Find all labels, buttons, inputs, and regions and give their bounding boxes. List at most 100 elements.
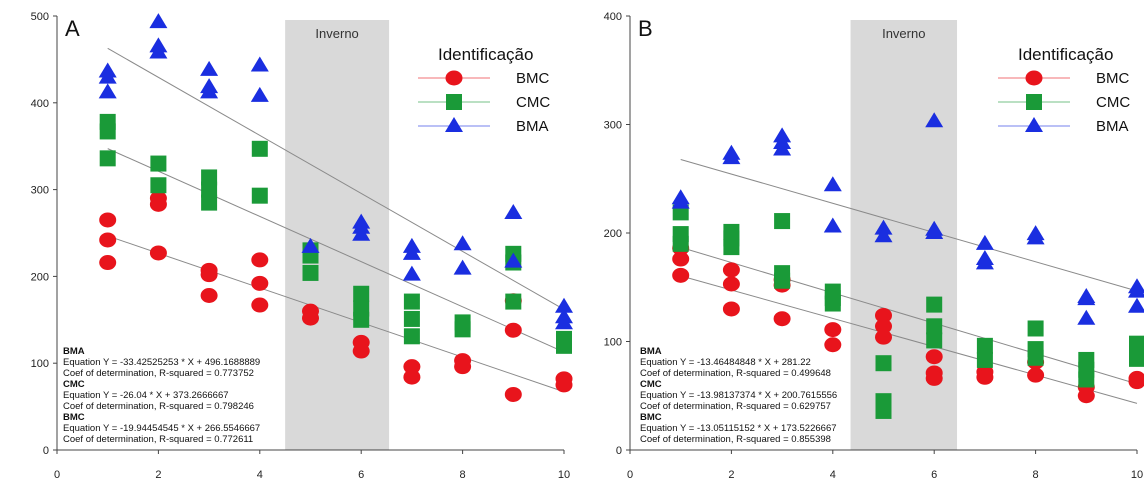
- cmc-point: [302, 264, 319, 281]
- bma-point: [402, 244, 421, 260]
- bmc-point: [722, 262, 740, 278]
- bma-point: [874, 219, 893, 235]
- fit-line-bmc: [107, 235, 565, 393]
- legend-label-bmc: BMC: [516, 70, 550, 87]
- bmc-point: [672, 251, 690, 267]
- cmc-point: [403, 310, 420, 327]
- bmc-point: [875, 329, 892, 345]
- panel-B: Inverno 0 100 200 300 400 0 2 4 6 8 10 B Identificaçã…: [604, 11, 1144, 481]
- bmc-point: [1077, 388, 1095, 404]
- cmc-point: [99, 123, 116, 140]
- regression-name: BMC: [640, 412, 662, 423]
- x-tick-label: 4: [257, 469, 263, 481]
- bma-point: [301, 237, 320, 253]
- season-label: Inverno: [315, 26, 358, 41]
- y-tick-label: 100: [31, 358, 49, 370]
- x-tick-label: 8: [1033, 469, 1039, 481]
- bmc-point: [925, 370, 943, 386]
- bma-point: [402, 265, 421, 281]
- bmc-point: [672, 267, 690, 283]
- fit-line-cmc: [680, 246, 1138, 385]
- bma-point: [555, 314, 573, 330]
- legend-marker-bma: [445, 117, 463, 132]
- y-tick-label: 0: [616, 445, 622, 457]
- cmc-point: [201, 194, 218, 211]
- cmc-point: [926, 296, 943, 313]
- cmc-point: [774, 272, 791, 289]
- legend-marker-cmc: [446, 94, 462, 110]
- bma-point: [200, 83, 219, 99]
- cmc-point: [353, 285, 370, 302]
- y-tick-label: 400: [31, 98, 49, 110]
- bmc-point: [722, 301, 740, 317]
- bma-point: [200, 60, 219, 76]
- cmc-point: [201, 169, 218, 186]
- regression-r-squared: Coef of determination, R-squared = 0.855…: [640, 434, 831, 445]
- cmc-point: [353, 311, 370, 328]
- cmc-point: [926, 332, 943, 349]
- season-label: Inverno: [882, 26, 925, 41]
- regression-name: CMC: [63, 379, 85, 390]
- bmc-point: [99, 212, 117, 228]
- bma-point: [453, 235, 472, 251]
- bmc-point: [403, 369, 421, 385]
- regression-r-squared: Coef of determination, R-squared = 0.773…: [63, 368, 254, 379]
- legend-marker-bmc: [1025, 70, 1043, 86]
- legend-marker-bma: [1025, 117, 1043, 132]
- bmc-point: [824, 337, 842, 353]
- bma-point: [149, 43, 168, 59]
- bma-point: [504, 204, 523, 220]
- bmc-point: [149, 245, 167, 261]
- bma-point: [250, 56, 269, 72]
- cmc-point: [976, 337, 993, 354]
- regression-name: BMA: [640, 346, 662, 357]
- x-tick-label: 0: [627, 469, 633, 481]
- bma-point: [823, 217, 842, 233]
- bma-point: [555, 297, 573, 313]
- legend-title: Identificação: [1018, 45, 1113, 64]
- cmc-point: [875, 355, 892, 372]
- cmc-point: [251, 140, 268, 157]
- legend-label-cmc: CMC: [1096, 94, 1130, 111]
- regression-name: BMA: [63, 346, 85, 357]
- bmc-point: [149, 196, 167, 212]
- cmc-point: [976, 351, 993, 368]
- bma-point: [773, 140, 792, 156]
- regression-equation: Equation Y = -19.94454545 * X + 266.5546…: [63, 423, 260, 434]
- y-tick-label: 200: [31, 271, 49, 283]
- bmc-point: [976, 369, 994, 385]
- x-tick-label: 2: [155, 469, 161, 481]
- fit-line-bmc: [680, 275, 1138, 404]
- bma-point: [504, 252, 523, 268]
- bmc-point: [925, 349, 943, 365]
- x-tick-label: 6: [931, 469, 937, 481]
- legend-label-cmc: CMC: [516, 94, 550, 111]
- cmc-point: [1078, 371, 1095, 388]
- series-bma: [671, 112, 1144, 325]
- bma-point: [250, 86, 269, 102]
- bmc-point: [403, 359, 421, 375]
- regression-r-squared: Coef of determination, R-squared = 0.499…: [640, 368, 831, 379]
- bma-point: [823, 176, 842, 192]
- bma-point: [722, 149, 741, 165]
- bma-point: [1128, 282, 1144, 298]
- x-tick-label: 0: [54, 469, 60, 481]
- fit-line-bma: [107, 47, 565, 310]
- bmc-point: [454, 359, 472, 375]
- legend-marker-cmc: [1026, 94, 1042, 110]
- x-tick-label: 10: [1131, 469, 1143, 481]
- bmc-point: [1128, 374, 1144, 390]
- bmc-point: [773, 311, 791, 327]
- cmc-point: [556, 337, 572, 354]
- legend: Identificação BMC CMC BMA: [998, 45, 1130, 135]
- bmc-point: [200, 287, 218, 303]
- bmc-point: [1027, 367, 1045, 383]
- bma-point: [1077, 290, 1096, 306]
- bmc-point: [555, 377, 573, 393]
- cmc-point: [875, 402, 892, 419]
- series-bma: [98, 13, 573, 330]
- bma-point: [453, 259, 472, 275]
- regression-equation: Equation Y = -26.04 * X + 373.2666667: [63, 390, 229, 401]
